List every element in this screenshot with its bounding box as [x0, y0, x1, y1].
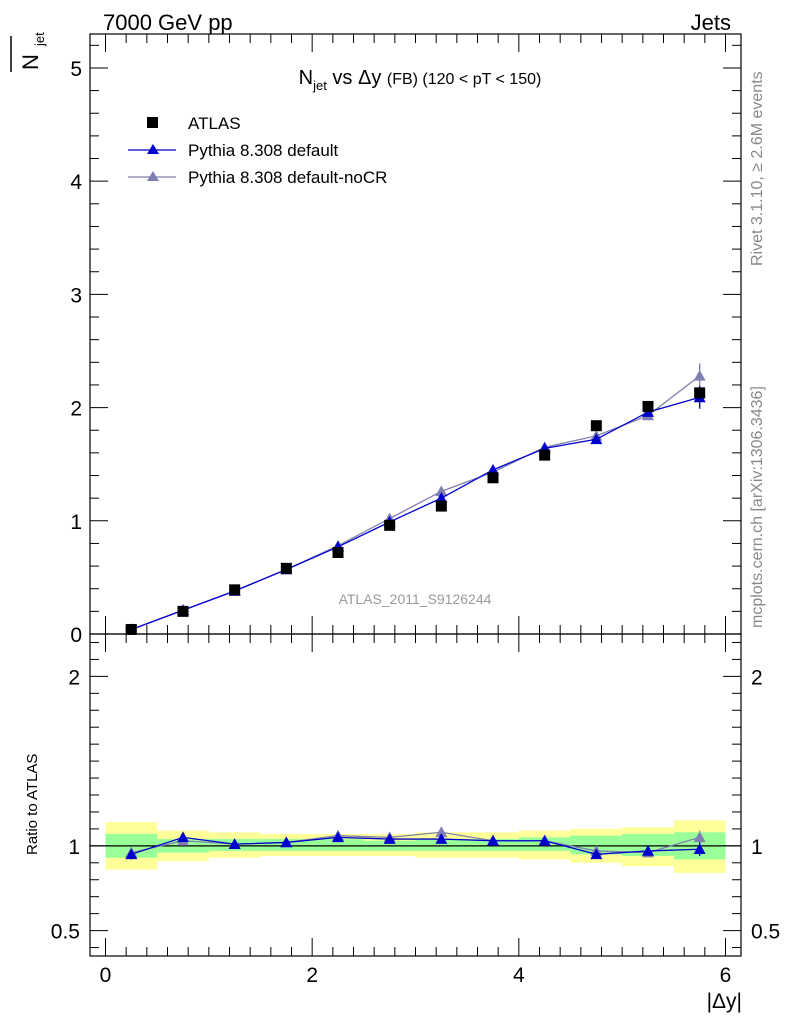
- ratio-point-0: [383, 833, 396, 844]
- legend-marker-atlas: [147, 117, 158, 128]
- ratio-point-0: [693, 843, 706, 855]
- ytick-label: 1: [70, 511, 82, 534]
- series-point-1: [435, 492, 448, 503]
- analysis-watermark: ATLAS_2011_S9126244: [339, 591, 492, 607]
- atlas-point: [435, 500, 447, 512]
- lower-data-layer: [125, 826, 706, 860]
- ratio-ytick-label-right: 0.5: [751, 921, 780, 944]
- xtick-label: 6: [720, 964, 732, 987]
- atlas-point: [177, 605, 189, 617]
- atlas-point: [125, 623, 137, 635]
- series-point-1: [487, 463, 499, 475]
- ytick-label: 3: [70, 284, 82, 307]
- ratio-point-0: [280, 836, 293, 848]
- lower-frame: [89, 633, 742, 957]
- ratio-line-0: [131, 836, 700, 855]
- ratio-point-0: [538, 834, 551, 846]
- uncertainty-band-inner: [312, 839, 364, 851]
- series-point-1: [590, 433, 603, 445]
- series-line-1: [131, 396, 700, 631]
- series-point-2: [693, 369, 706, 381]
- legend-marker-nocr: [147, 171, 159, 181]
- ratio-point-0: [435, 833, 448, 844]
- legend-marker-default: [147, 144, 159, 154]
- atlas-point: [384, 519, 396, 531]
- rivet-label: Rivet 3.1.10, ≥ 2.6M events: [749, 71, 766, 266]
- x-axis-label: |Δy|: [707, 990, 742, 1013]
- legend: ATLAS Pythia 8.308 default Pythia 8.308 …: [128, 114, 387, 187]
- ratio-ytick-label-left: 0.5: [51, 921, 80, 944]
- atlas-point: [332, 546, 344, 558]
- series-point-2: [435, 485, 448, 497]
- atlas-point: [229, 584, 241, 596]
- upper-data-layer: [125, 363, 706, 635]
- ytick-label: 2: [70, 398, 82, 421]
- ratio-point-1: [435, 826, 448, 838]
- lower-ticks: 0.5 0.5 1 1 2 2 0 2 4 6: [51, 634, 780, 987]
- plot-title: Njet vs Δy (FB) (120 < pT < 150): [299, 67, 542, 93]
- svg-text:jet: jet: [32, 32, 47, 47]
- ratio-point-0: [125, 848, 138, 860]
- xtick-label: 0: [100, 964, 112, 987]
- ratio-point-1: [693, 831, 706, 843]
- mcplots-label: mcplots.cern.ch [arXiv:1306.3436]: [749, 386, 766, 628]
- ratio-ytick-label-left: 1: [68, 836, 80, 859]
- ratio-point-0: [177, 831, 189, 843]
- ytick-label: 4: [70, 171, 82, 194]
- energy-label: 7000 GeV pp: [103, 10, 233, 35]
- xtick-label: 4: [513, 964, 525, 987]
- lower-panel: [90, 820, 741, 873]
- legend-label-nocr: Pythia 8.308 default-noCR: [188, 168, 387, 187]
- ratio-ylabel: Ratio to ATLAS: [24, 754, 41, 855]
- ratio-point-0: [590, 848, 603, 860]
- uncertainty-band-inner: [415, 839, 468, 851]
- ratio-point-0: [487, 834, 499, 846]
- upper-ylabel: N jet: [10, 32, 47, 72]
- ratio-ytick-label-left: 2: [68, 666, 80, 689]
- atlas-point: [694, 387, 706, 399]
- ytick-label: 0: [70, 624, 82, 647]
- ratio-point-0: [332, 831, 344, 843]
- atlas-point: [487, 472, 499, 484]
- ratio-ytick-label-right: 1: [751, 836, 763, 859]
- legend-label-default: Pythia 8.308 default: [188, 141, 339, 160]
- ratio-ytick-label-right: 2: [751, 666, 763, 689]
- legend-label-atlas: ATLAS: [188, 114, 241, 133]
- ratio-point-0: [228, 838, 241, 849]
- atlas-point: [590, 420, 602, 432]
- atlas-point: [280, 562, 292, 574]
- ytick-label: 5: [70, 58, 82, 81]
- atlas-point: [539, 449, 551, 461]
- upper-ticks: 0 1 2 3 4 5: [70, 34, 741, 647]
- atlas-point: [642, 400, 654, 412]
- category-label: Jets: [691, 10, 731, 35]
- xtick-label: 2: [306, 964, 318, 987]
- svg-text:N: N: [18, 54, 43, 70]
- ratio-point-0: [642, 844, 654, 856]
